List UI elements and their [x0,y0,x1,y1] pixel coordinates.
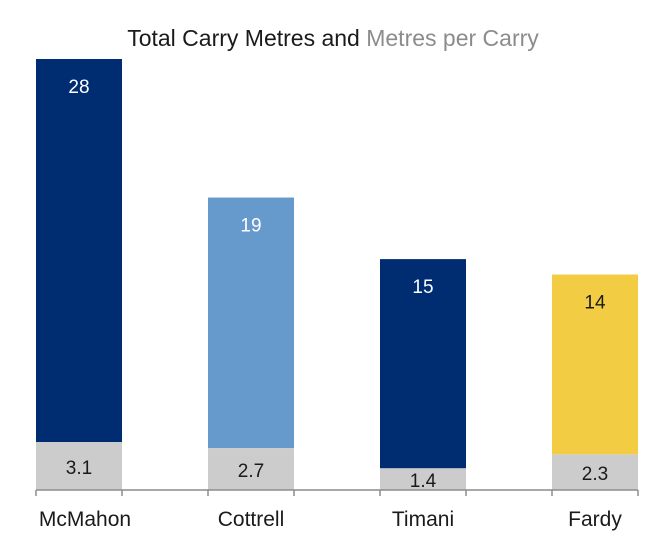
bar-per-carry-cottrell [208,448,294,490]
label-per-carry-timani: 1.4 [410,471,437,492]
label-per-carry-mcmahon: 3.1 [66,458,92,479]
chart-title: Total Carry Metres and Metres per Carry [127,25,539,51]
category-label-mcmahon: McMahon [39,508,131,531]
x-axis: McMahon Cottrell Timani Fardy [35,489,639,531]
label-per-carry-cottrell: 2.7 [238,461,264,482]
category-label-fardy: Fardy [568,508,622,531]
label-total-cottrell: 19 [240,216,261,237]
bar-per-carry-fardy [552,454,638,490]
chart-title-metres-per-carry: Metres per Carry [366,25,539,51]
bar-total-fardy [552,274,638,455]
category-label-timani: Timani [392,508,454,531]
bar-total-mcmahon [36,59,122,442]
label-per-carry-fardy: 2.3 [582,464,608,485]
category-label-cottrell: Cottrell [218,508,285,531]
bar-total-cottrell [208,197,294,449]
bar-total-timani [380,259,466,469]
chart-title-total-carry-metres: Total Carry Metres and [127,25,366,51]
label-total-mcmahon: 28 [68,77,89,98]
label-total-fardy: 14 [584,293,606,314]
bar-per-carry-mcmahon [36,442,122,490]
bars-group: 28 3.1 19 2.7 15 1.4 14 2.3 [36,59,638,492]
label-total-timani: 15 [412,277,433,298]
bar-per-carry-timani [380,468,466,490]
